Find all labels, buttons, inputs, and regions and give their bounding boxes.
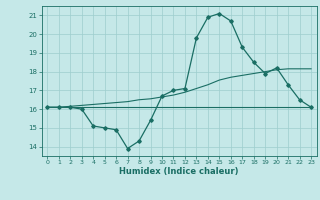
X-axis label: Humidex (Indice chaleur): Humidex (Indice chaleur) <box>119 167 239 176</box>
